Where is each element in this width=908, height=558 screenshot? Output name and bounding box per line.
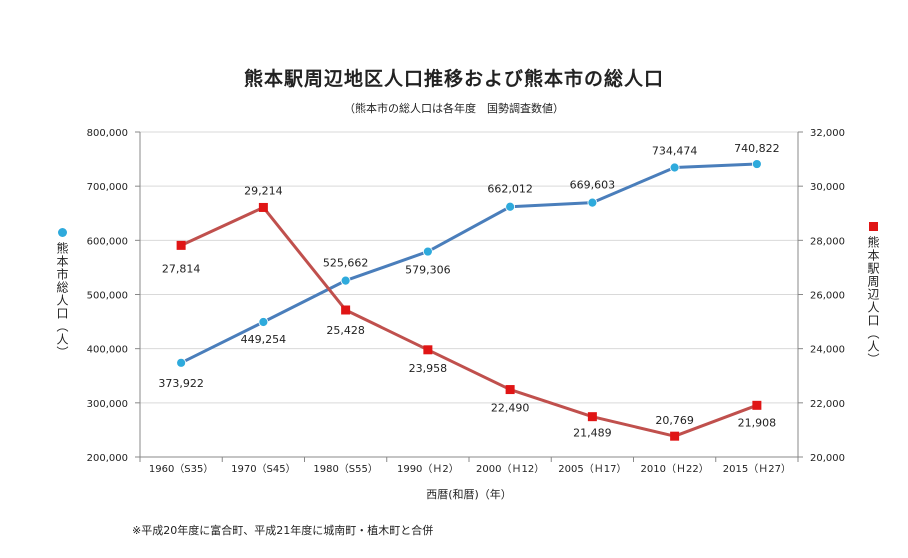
left-tick-label: 200,000 [87,453,128,464]
city-population-data-label: 579,306 [405,264,451,277]
left-tick-label: 600,000 [87,236,128,247]
station-area-data-label: 21,489 [573,427,612,440]
station-area-data-label: 22,490 [491,402,530,415]
city-population-point [669,162,680,173]
x-tick-label: 1990（Ｈ2） [397,463,459,475]
data-labels: 373,922 449,254 525,662 579,306 662,012 669,6… [158,142,779,440]
station-area-population-point [505,385,515,395]
station-area-population-point [341,305,351,315]
left-axis-title: 熊本市総人口（人） [55,242,69,359]
right-tick-label: 30,000 [810,182,845,193]
city-population-point [751,159,762,169]
city-population-point [340,275,351,286]
station-area-data-label: 25,428 [326,324,365,337]
station-area-population-point [423,345,433,355]
axes: 200,000 20,000 300,000 22,000 400,000 24,000 5… [87,128,845,475]
left-tick-label: 400,000 [87,345,128,356]
station-area-data-label: 21,908 [738,416,777,429]
station-area-population-point [670,431,680,441]
x-tick-label: 1960（S35） [149,463,214,475]
x-axis-title: 西暦(和暦)（年） [426,487,512,501]
city-population-point [176,357,187,368]
right-tick-label: 26,000 [810,291,845,302]
footnote: ※平成20年度に富合町、平成21年度に城南町・植木町と合併 [132,524,434,537]
city-population-point [422,246,433,257]
series-group [176,159,762,441]
city-population-point [505,201,516,212]
chart-subtitle: （熊本市の総人口は各年度 国勢調査数値） [344,102,564,115]
city-population-data-label: 373,922 [158,377,204,390]
city-population-data-label: 669,603 [570,179,616,192]
city-population-data-label: 734,474 [652,144,698,157]
right-tick-label: 20,000 [810,453,845,464]
right-tick-label: 22,000 [810,399,845,410]
right-tick-label: 24,000 [810,345,845,356]
station-area-population-point [176,240,186,250]
station-area-population-line [180,205,758,438]
x-tick-label: 2005（Ｈ17） [558,463,626,475]
city-population-data-label: 740,822 [734,142,780,155]
city-population-data-label: 662,012 [487,183,533,196]
station-area-population-point [258,202,268,212]
station-area-data-label: 23,958 [409,362,448,375]
x-tick-label: 2015（Ｈ27） [723,463,791,475]
station-area-data-label: 29,214 [244,184,283,197]
station-area-population-point [587,412,597,422]
right-tick-label: 28,000 [810,236,845,247]
city-population-point [258,317,269,327]
circle-marker-icon [57,228,67,237]
left-tick-label: 500,000 [87,291,128,302]
square-marker-icon [868,222,878,231]
x-tick-label: 1980（S55） [313,463,378,475]
right-axis-legend: 熊本駅周辺人口（人） [864,222,882,366]
station-area-data-label: 27,814 [162,262,201,275]
left-tick-label: 700,000 [87,182,128,193]
city-population-line [180,162,757,365]
station-area-data-label: 20,769 [655,414,694,427]
chart-title: 熊本駅周辺地区人口推移および熊本市の総人口 [243,68,664,90]
city-population-data-label: 525,662 [323,257,369,270]
station-area-population-point [752,400,762,410]
left-tick-label: 300,000 [87,399,128,410]
x-tick-label: 2010（Ｈ22） [641,463,709,475]
city-population-point [587,197,598,208]
x-tick-label: 2000（Ｈ12） [476,463,544,475]
left-axis-legend: 熊本市総人口（人） [53,228,71,359]
right-tick-label: 32,000 [810,128,845,139]
x-tick-label: 1970（S45） [231,463,296,475]
left-tick-label: 800,000 [87,128,128,139]
gridlines [140,131,798,458]
city-population-data-label: 449,254 [241,333,287,346]
right-axis-title: 熊本駅周辺人口（人） [866,236,880,366]
